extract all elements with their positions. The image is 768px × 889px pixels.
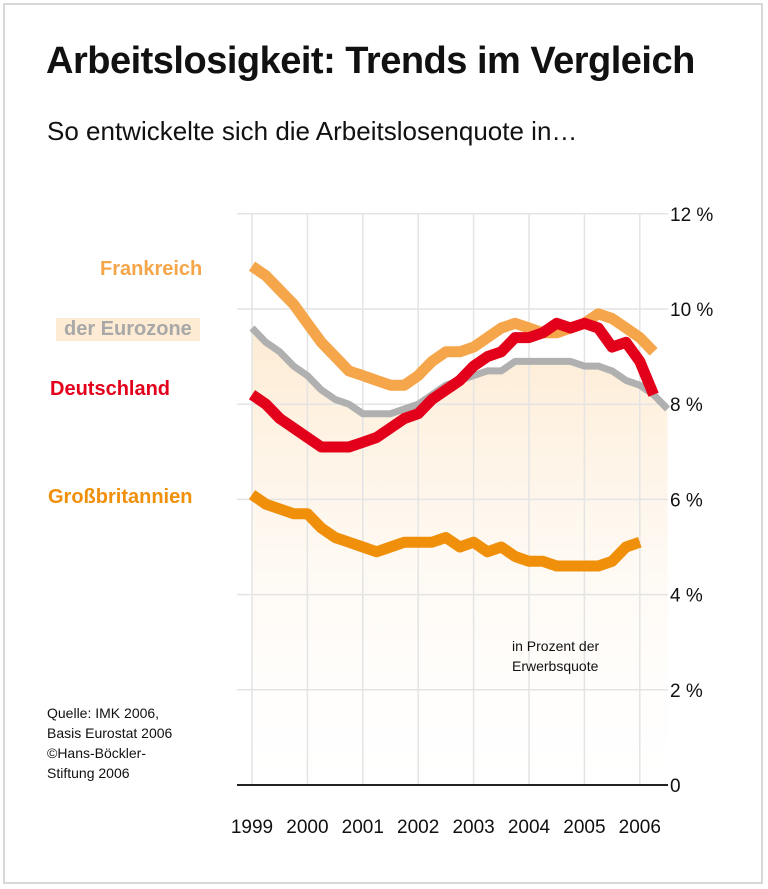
source-line: Stiftung 2006 [47,765,130,781]
x-tick-label: 2000 [286,817,328,838]
eurozone-area [252,328,668,785]
unit-note: in Prozent der Erwerbsquote [512,636,599,676]
y-tick-label: 0 [670,776,681,797]
source-line: Basis Eurostat 2006 [47,725,173,741]
unit-note-line: Erwerbsquote [512,658,599,674]
unit-note-line: in Prozent der [512,638,600,654]
x-tick-label: 2006 [619,817,661,838]
legend-label-deutschland: Deutschland [50,378,171,400]
source-line: Quelle: IMK 2006, [47,705,160,721]
y-tick-label: 8 % [670,395,703,416]
x-tick-label: 2002 [397,817,439,838]
x-tick-label: 2003 [452,817,494,838]
x-tick-label: 1999 [231,817,273,838]
y-tick-label: 6 % [670,490,703,511]
x-tick-label: 2001 [342,817,384,838]
chart-frame [3,3,763,884]
x-tick-label: 2005 [563,817,605,838]
series-line-großbritannien [248,490,642,572]
x-tick-label: 2004 [508,817,551,838]
legend-label-frankreich: Frankreich [100,258,203,280]
y-tick-label: 4 % [670,586,703,607]
series-line-deutschland [248,317,659,453]
chart-subtitle: So entwickelte sich die Arbeitslosenquot… [47,116,578,146]
source-note: Quelle: IMK 2006, Basis Eurostat 2006 ©H… [47,703,172,783]
y-tick-label: 2 % [670,681,703,702]
y-tick-label: 10 % [670,300,713,321]
chart-title: Arbeitslosigkeit: Trends im Vergleich [46,40,695,82]
legend-label-grossbritannien: Großbritannien [48,486,193,508]
y-tick-label: 12 % [670,205,713,226]
source-line: ©Hans-Böckler- [47,745,147,761]
legend-label-eurozone: der Eurozone [56,318,200,341]
